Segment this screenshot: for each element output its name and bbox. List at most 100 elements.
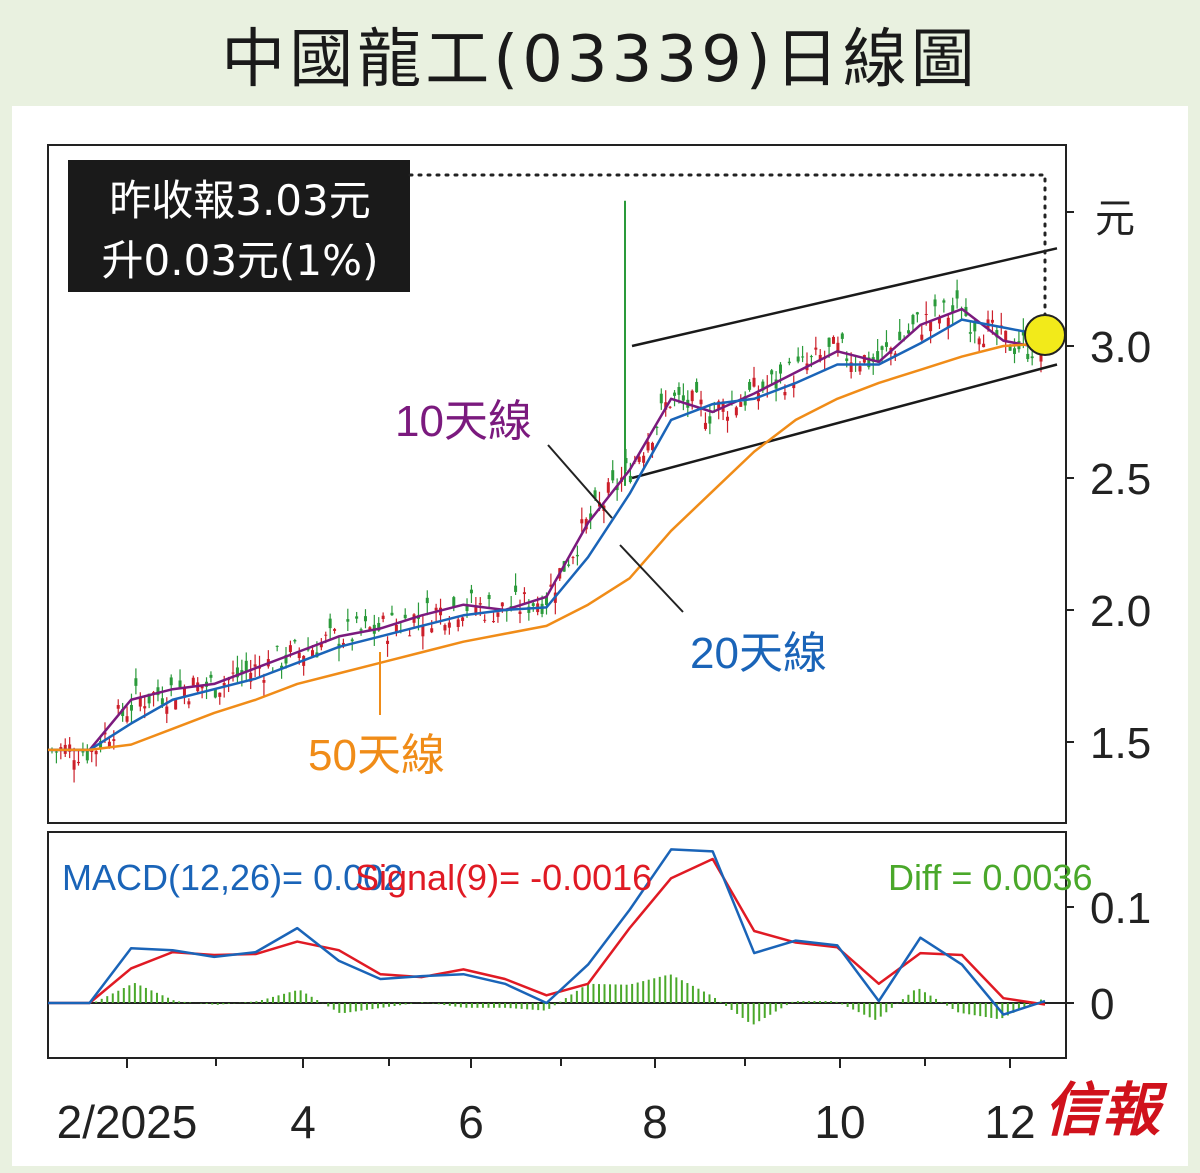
candle-body — [831, 336, 835, 344]
candle-body — [81, 751, 85, 753]
y-tick-label: 2.5 — [1090, 455, 1151, 504]
candle-body — [827, 337, 831, 347]
candle-body — [461, 617, 465, 621]
candle-body — [774, 379, 778, 389]
channel-upper-line — [631, 247, 1058, 348]
candle-body — [297, 652, 301, 658]
candle-body — [355, 616, 359, 619]
candle-body — [748, 381, 752, 390]
candle-body — [1004, 330, 1008, 341]
info-line-1: 昨收報3.03元 — [109, 176, 371, 225]
candle-body — [169, 677, 173, 686]
close-price-dotted-leader — [408, 173, 1047, 332]
candle-body — [275, 645, 279, 647]
candle-body — [580, 519, 584, 524]
candle-body — [796, 356, 800, 362]
candle-body — [85, 750, 89, 761]
candle-body — [363, 616, 367, 622]
candle-body — [341, 642, 345, 647]
candle-body — [681, 395, 685, 401]
trend-channel — [631, 247, 1058, 480]
candle-body — [589, 513, 593, 519]
candle-body — [884, 342, 888, 347]
candle-body — [496, 612, 500, 617]
candle-body — [452, 597, 456, 607]
candle-body — [328, 618, 332, 629]
candle-body — [319, 642, 323, 648]
candle-body — [951, 305, 955, 313]
candle-body — [514, 585, 518, 592]
candle-body — [734, 407, 738, 416]
candle-body — [425, 597, 429, 604]
info-box — [68, 160, 410, 292]
candle-body — [492, 621, 496, 623]
candle-body — [178, 680, 182, 688]
candle-body — [310, 650, 314, 657]
candle-body — [571, 557, 575, 559]
candle-body — [818, 354, 822, 361]
candle-body — [284, 654, 288, 664]
macd-legend: MACD(12,26)= 0.002 — [62, 857, 403, 898]
candle-body — [59, 747, 63, 749]
candle-body — [858, 366, 862, 372]
candle-body — [474, 607, 478, 613]
candle-body — [72, 760, 76, 770]
candle-body — [1026, 353, 1030, 360]
candle-body — [280, 665, 284, 670]
candle-body — [646, 442, 650, 451]
candle-body — [955, 290, 959, 299]
candle-body — [840, 333, 844, 339]
candle-body — [103, 732, 107, 735]
x-tick-label: 4 — [290, 1096, 316, 1148]
candle-body — [1030, 356, 1034, 359]
candle-body — [258, 667, 262, 669]
candle-body — [876, 351, 880, 362]
candle-body — [386, 640, 390, 644]
candle-body — [611, 470, 615, 481]
macd-line — [48, 848, 1046, 1016]
candle-body — [187, 701, 191, 705]
candle-body — [924, 313, 928, 315]
candle-body — [929, 322, 933, 332]
candle-body — [708, 416, 712, 424]
candle-body — [982, 343, 986, 348]
ma10-label: 10天線 — [395, 397, 532, 446]
signal-legend: Signal(9)= -0.0016 — [355, 857, 652, 898]
candle-body — [68, 744, 72, 752]
candle-body — [518, 611, 522, 614]
candle-body — [478, 603, 482, 605]
macd-lines — [48, 848, 1046, 1025]
candle-body — [403, 614, 407, 619]
candle-body — [567, 564, 571, 566]
ma10-line — [48, 307, 1046, 752]
candle-body — [222, 683, 226, 686]
candle-body — [995, 330, 999, 338]
candle-body — [642, 455, 646, 463]
candle-body — [973, 321, 977, 332]
candle-body — [1013, 348, 1017, 354]
x-tick-label: 10 — [814, 1096, 865, 1148]
candle-body — [333, 629, 337, 631]
candle-body — [699, 399, 703, 405]
y-tick-label: 2.0 — [1090, 587, 1151, 636]
candle-body — [487, 594, 491, 600]
candle-body — [615, 485, 619, 491]
candle-body — [76, 761, 80, 764]
candle-body — [112, 739, 116, 742]
candle-body — [129, 704, 133, 711]
candle-body — [752, 377, 756, 387]
candle-body — [575, 554, 579, 557]
x-tick-label: 8 — [642, 1096, 668, 1148]
ma20-label: 20天線 — [690, 629, 827, 678]
candle-body — [761, 381, 765, 391]
candle-body — [703, 422, 707, 429]
x-tick-label: 2/2025 — [57, 1096, 198, 1148]
candle-body — [244, 660, 248, 672]
candle-body — [125, 716, 129, 722]
candle-body — [359, 629, 363, 631]
candle-body — [637, 456, 641, 462]
candle-body — [1021, 330, 1025, 336]
candle-body — [156, 687, 160, 696]
candle-body — [867, 357, 871, 368]
candle-body — [880, 346, 884, 350]
